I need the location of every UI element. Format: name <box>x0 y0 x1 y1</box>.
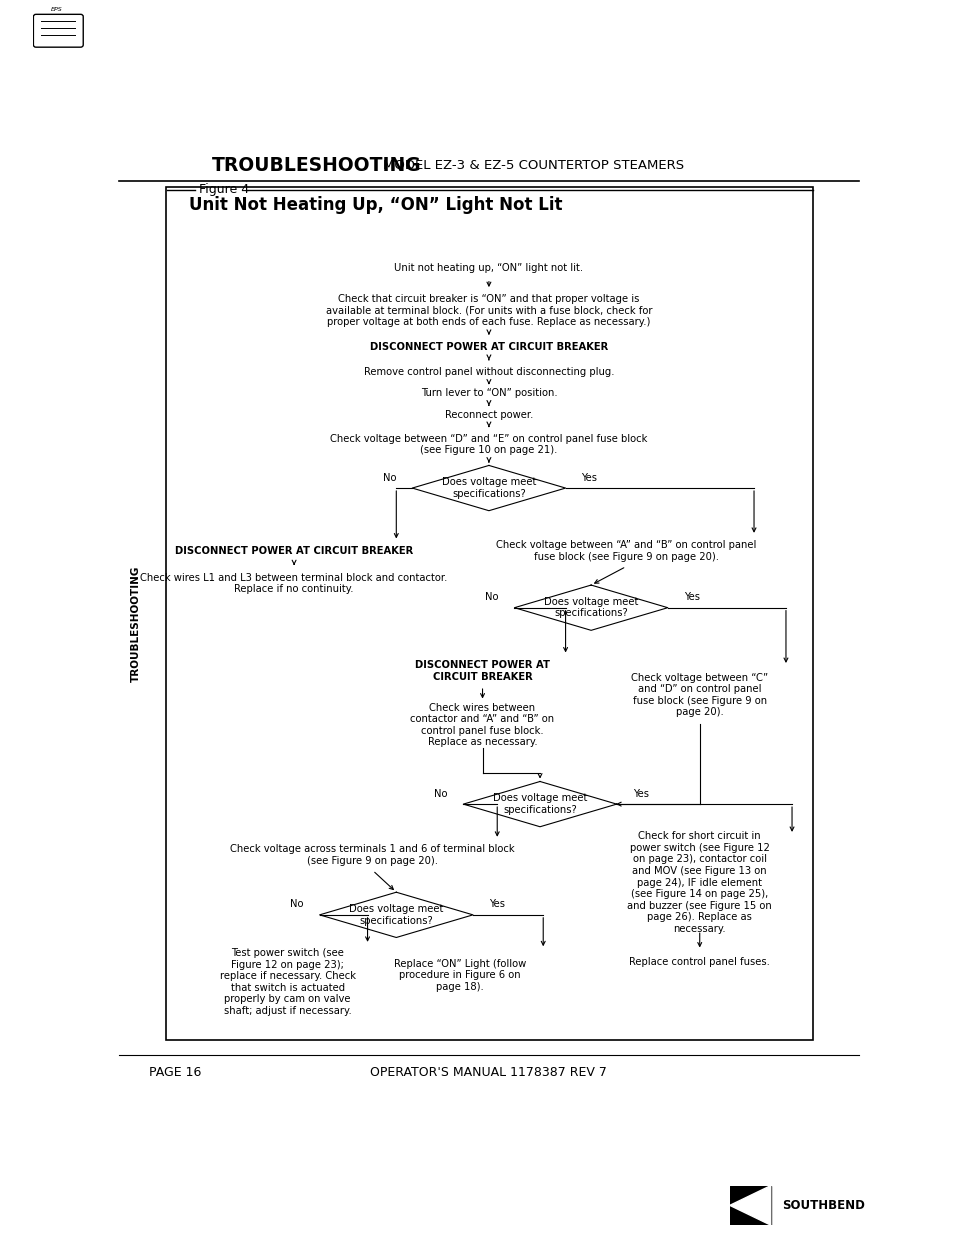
Text: No: No <box>382 473 395 483</box>
Text: Turn lever to “ON” position.: Turn lever to “ON” position. <box>420 389 557 399</box>
Text: Does voltage meet
specifications?: Does voltage meet specifications? <box>493 793 587 815</box>
Bar <box>622 666 776 724</box>
Bar <box>615 951 783 973</box>
Text: Does voltage meet
specifications?: Does voltage meet specifications? <box>441 477 536 499</box>
Text: Test power switch (see
Figure 12 on page 23);
replace if necessary. Check
that s: Test power switch (see Figure 12 on page… <box>219 948 355 1016</box>
Bar <box>355 337 622 357</box>
Bar <box>399 656 565 687</box>
Bar <box>332 363 645 380</box>
Bar <box>386 384 591 403</box>
Text: Yes: Yes <box>632 789 648 799</box>
Bar <box>615 835 783 930</box>
Text: SOUTHBEND: SOUTHBEND <box>781 1199 863 1212</box>
Text: TROUBLESHOOTING: TROUBLESHOOTING <box>212 157 421 175</box>
Polygon shape <box>729 1186 770 1225</box>
Text: Check voltage between “A” and “B” on control panel
fuse block (see Figure 9 on p: Check voltage between “A” and “B” on con… <box>496 541 756 562</box>
FancyBboxPatch shape <box>33 15 83 47</box>
Text: Check for short circuit in
power switch (see Figure 12
on page 23), contactor co: Check for short circuit in power switch … <box>627 831 771 934</box>
Text: Check voltage between “C”
and “D” on control panel
fuse block (see Figure 9 on
p: Check voltage between “C” and “D” on con… <box>631 673 767 718</box>
Bar <box>192 541 395 561</box>
FancyBboxPatch shape <box>363 253 614 284</box>
Text: PAGE 16: PAGE 16 <box>149 1066 201 1079</box>
Text: Does voltage meet
specifications?: Does voltage meet specifications? <box>349 904 443 926</box>
Bar <box>192 568 395 599</box>
Text: Check wires between
contactor and “A” and “B” on
control panel fuse block.
Repla: Check wires between contactor and “A” an… <box>410 703 554 747</box>
Text: No: No <box>290 899 303 909</box>
Text: Replace “ON” Light (follow
procedure in Figure 6 on
page 18).: Replace “ON” Light (follow procedure in … <box>394 958 526 992</box>
Bar <box>405 405 572 424</box>
Bar <box>326 290 651 331</box>
Text: Check voltage between “D” and “E” on control panel fuse block
(see Figure 10 on : Check voltage between “D” and “E” on con… <box>330 433 647 456</box>
Text: EPS: EPS <box>51 7 63 12</box>
Text: No: No <box>434 789 447 799</box>
Bar <box>166 188 813 1040</box>
Text: MODEL EZ-3 & EZ-5 COUNTERTOP STEAMERS: MODEL EZ-3 & EZ-5 COUNTERTOP STEAMERS <box>382 159 683 173</box>
Bar <box>248 840 497 871</box>
Text: Does voltage meet
specifications?: Does voltage meet specifications? <box>543 597 638 619</box>
Text: Yes: Yes <box>683 593 699 603</box>
Bar <box>383 950 537 1002</box>
Text: TROUBLESHOOTING: TROUBLESHOOTING <box>131 566 140 682</box>
Text: DISCONNECT POWER AT
CIRCUIT BREAKER: DISCONNECT POWER AT CIRCUIT BREAKER <box>415 659 550 682</box>
Bar <box>208 945 367 1019</box>
Text: Unit not heating up, “ON” light not lit.: Unit not heating up, “ON” light not lit. <box>394 263 583 273</box>
Text: Yes: Yes <box>581 473 597 483</box>
Bar <box>508 536 743 567</box>
Text: Check that circuit breaker is “ON” and that proper voltage is
available at termi: Check that circuit breaker is “ON” and t… <box>325 294 652 327</box>
Text: Remove control panel without disconnecting plug.: Remove control panel without disconnecti… <box>363 367 614 377</box>
Bar <box>329 430 648 459</box>
Text: Yes: Yes <box>488 899 504 909</box>
Text: Replace control panel fuses.: Replace control panel fuses. <box>629 957 769 967</box>
Text: Check voltage across terminals 1 and 6 of terminal block
(see Figure 9 on page 2: Check voltage across terminals 1 and 6 o… <box>230 845 515 866</box>
Text: No: No <box>484 593 498 603</box>
Text: Reconnect power.: Reconnect power. <box>444 410 533 420</box>
Text: Check wires L1 and L3 between terminal block and contactor.
Replace if no contin: Check wires L1 and L3 between terminal b… <box>140 573 447 594</box>
Bar <box>729 1186 770 1225</box>
Bar <box>399 701 565 748</box>
Text: DISCONNECT POWER AT CIRCUIT BREAKER: DISCONNECT POWER AT CIRCUIT BREAKER <box>174 546 413 556</box>
Text: OPERATOR'S MANUAL 1178387 REV 7: OPERATOR'S MANUAL 1178387 REV 7 <box>370 1066 607 1079</box>
Text: Figure 4: Figure 4 <box>199 183 249 196</box>
Text: DISCONNECT POWER AT CIRCUIT BREAKER: DISCONNECT POWER AT CIRCUIT BREAKER <box>370 342 607 352</box>
Text: Unit Not Heating Up, “ON” Light Not Lit: Unit Not Heating Up, “ON” Light Not Lit <box>190 196 562 214</box>
